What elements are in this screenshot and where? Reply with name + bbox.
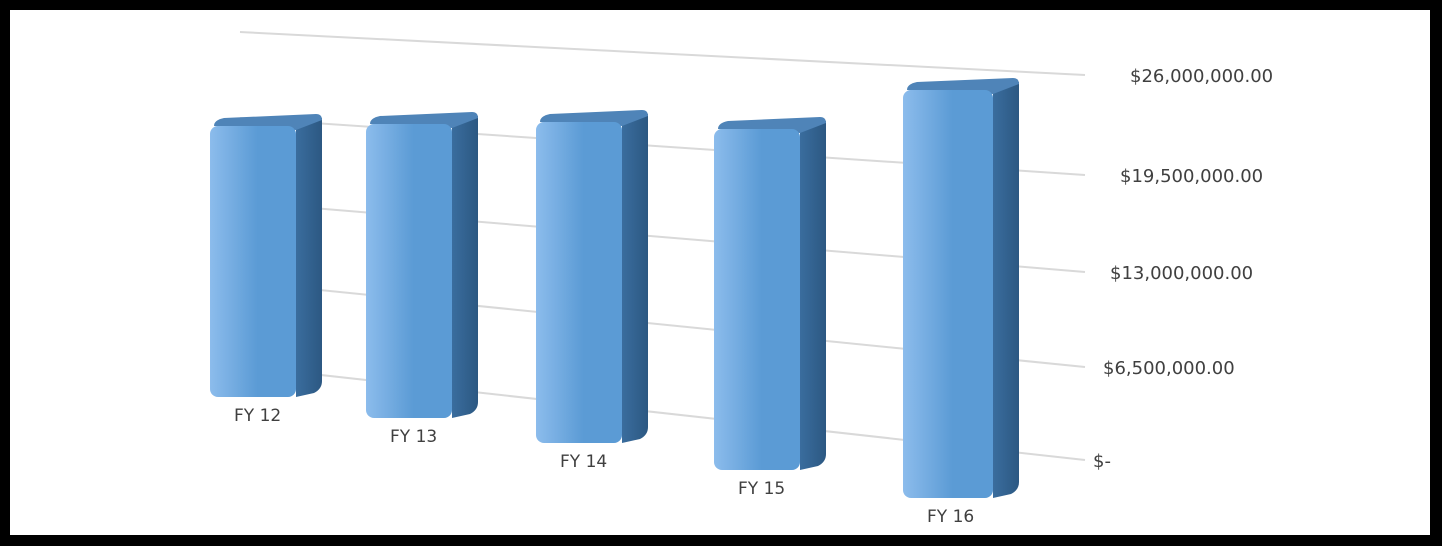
bar-front: [210, 126, 296, 397]
bar: [536, 110, 648, 443]
x-tick-label: FY 16: [927, 507, 974, 527]
bars: [210, 78, 1019, 498]
x-tick-label: FY 12: [234, 406, 281, 426]
bar-front: [714, 129, 800, 470]
x-axis: FY 12 FY 13 FY 14 FY 15 FY 16: [234, 406, 974, 527]
x-tick-label: FY 13: [390, 427, 437, 447]
y-tick-label: $19,500,000.00: [1120, 166, 1263, 187]
bar-front: [536, 122, 622, 443]
y-axis: $26,000,000.00 $19,500,000.00 $13,000,000.…: [1093, 66, 1273, 472]
bar-chart: $26,000,000.00 $19,500,000.00 $13,000,000.…: [210, 31, 1273, 527]
bar: [714, 117, 826, 470]
bar: [903, 78, 1019, 498]
bar: [210, 114, 322, 397]
bar-front: [903, 90, 993, 498]
bar-side: [452, 116, 478, 418]
x-tick-label: FY 14: [560, 452, 607, 472]
bar-side: [296, 118, 322, 397]
y-tick-label: $13,000,000.00: [1110, 263, 1253, 284]
bar-side: [800, 121, 826, 470]
gridline: [239, 31, 1086, 76]
bar-side: [622, 114, 648, 443]
bar-front: [366, 124, 452, 418]
y-tick-label: $26,000,000.00: [1130, 66, 1273, 87]
bar: [366, 112, 478, 418]
chart-canvas: $26,000,000.00 $19,500,000.00 $13,000,000.…: [10, 10, 1430, 535]
x-tick-label: FY 15: [738, 479, 785, 499]
y-tick-label: $-: [1093, 451, 1111, 472]
bar-side: [993, 82, 1019, 498]
y-tick-label: $6,500,000.00: [1103, 358, 1235, 379]
